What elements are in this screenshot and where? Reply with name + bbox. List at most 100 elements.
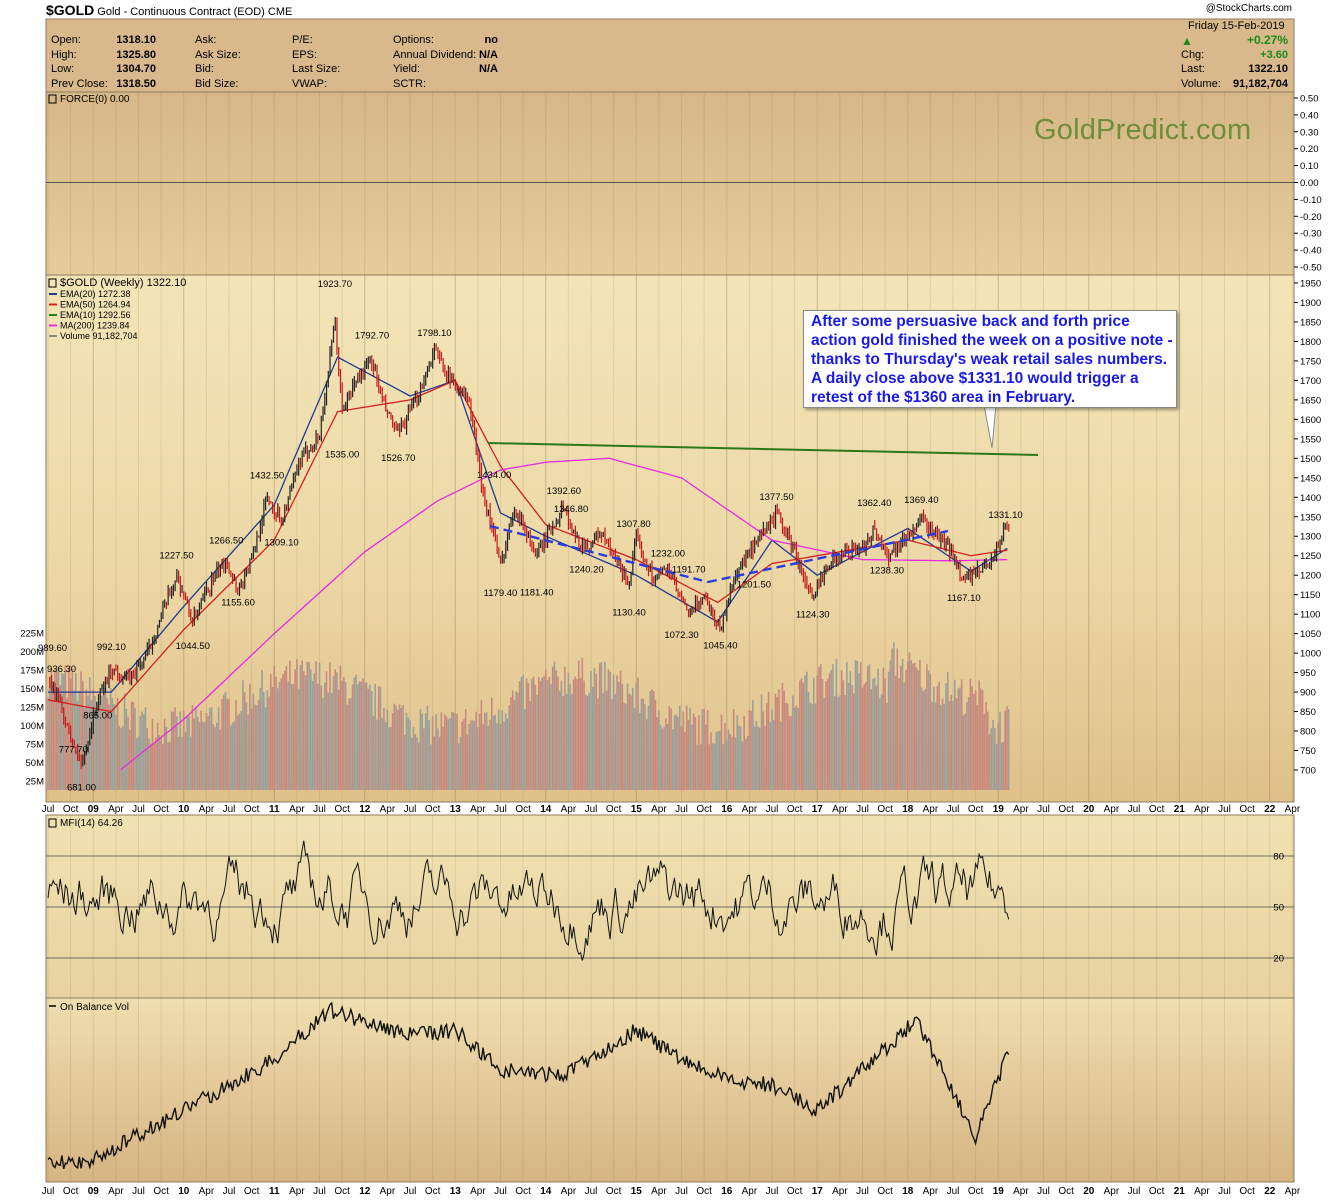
volume-bar: [222, 694, 225, 790]
volume-bar: [739, 726, 742, 790]
volume-bar: [886, 702, 888, 790]
last-value: 1322.10: [1248, 63, 1288, 75]
volume-bar: [494, 714, 497, 790]
volume-bar: [905, 669, 907, 790]
volume-tick-label: 175M: [20, 666, 44, 677]
x-tick-label: 09: [88, 1186, 100, 1197]
volume-bar: [350, 698, 352, 790]
volume-bar: [661, 728, 664, 790]
x-tick-label: Apr: [832, 804, 848, 815]
volume-bar: [866, 666, 869, 790]
volume-bar: [609, 671, 611, 790]
volume-bar: [879, 698, 881, 790]
volume-bar: [734, 737, 737, 790]
volume-bar: [555, 670, 557, 790]
volume-bar: [593, 668, 596, 790]
volume-bar: [745, 738, 747, 790]
volume-bar: [614, 693, 617, 790]
y-tick-label: 1500: [1300, 454, 1321, 465]
pivot-label: 1181.40: [520, 587, 554, 598]
volume-bar: [109, 688, 112, 790]
volume-bar: [706, 710, 709, 790]
x-tick-label: Jul: [1218, 1186, 1231, 1197]
volume-bar: [948, 701, 951, 790]
volume-bar: [750, 710, 752, 790]
volume-bar: [431, 716, 434, 790]
pivot-label: 1124.30: [796, 610, 830, 621]
pivot-label: 1798.10: [417, 328, 451, 339]
volume-bar: [341, 680, 343, 790]
volume-bar: [842, 680, 845, 790]
y-tick-label: 1300: [1300, 532, 1321, 543]
volume-bar: [249, 683, 251, 790]
volume-bar: [778, 689, 780, 790]
volume-bar: [981, 690, 984, 790]
y-tick-label: 1350: [1300, 512, 1321, 523]
volume-bar: [865, 681, 867, 790]
volume-bar: [729, 734, 732, 790]
volume-bar: [351, 684, 354, 790]
x-tick-label: Apr: [470, 804, 486, 815]
volume-bar: [214, 727, 216, 790]
volume-bar: [508, 705, 511, 790]
volume-bar: [727, 729, 730, 790]
pivot-label: 1432.50: [250, 471, 284, 482]
volume-bar: [322, 697, 324, 790]
volume-bar: [217, 707, 220, 790]
volume-bar: [529, 701, 531, 790]
support-line-left: [489, 524, 709, 584]
volume-bar: [806, 671, 808, 790]
y-tick-label: -0.10: [1300, 195, 1322, 206]
volume-bar: [449, 718, 451, 790]
volume-bar: [184, 731, 187, 790]
volume-bar: [327, 692, 330, 790]
volume-bar: [565, 693, 568, 790]
volume-bar: [913, 662, 916, 790]
prev-close-value: 1318.50: [116, 78, 156, 90]
legend-entry: EMA(10) 1292.56: [60, 310, 131, 320]
volume-bar: [409, 720, 411, 790]
low-label: Low:: [51, 63, 75, 75]
volume-bar: [790, 715, 792, 790]
volume-bar: [283, 670, 286, 790]
volume-bar: [783, 690, 785, 790]
x-tick-label: Jul: [132, 1186, 145, 1197]
mfi-axis: 80 50 20: [46, 852, 1294, 965]
volume-bar: [623, 702, 625, 790]
volume-tick-label: 125M: [20, 703, 44, 714]
volume-bar: [668, 706, 671, 790]
y-tick-label: 0.30: [1300, 127, 1319, 138]
volume-bar: [852, 693, 855, 790]
volume-bar: [569, 684, 571, 790]
options-label: Options:: [393, 34, 434, 46]
pivot-label: 1240.20: [569, 565, 603, 576]
mfi-title: MFI(14) 64.26: [60, 818, 123, 829]
volume-bar: [631, 687, 634, 790]
x-tick-label: Oct: [968, 1186, 984, 1197]
volume-bar: [149, 743, 152, 790]
volume-bar: [832, 664, 834, 790]
instrument-name: Gold - Continuous Contract (EOD): [97, 6, 265, 18]
volume-bar: [826, 679, 829, 790]
volume-bar: [551, 666, 554, 790]
x-tick-label: Oct: [787, 804, 803, 815]
x-tick-label: Jul: [313, 804, 326, 815]
volume-bar: [247, 714, 249, 790]
volume-bar: [980, 688, 982, 790]
volume-bar: [511, 690, 514, 790]
volume-bar: [323, 682, 326, 790]
volume-bar: [765, 703, 768, 790]
volume-bar: [445, 716, 448, 790]
volume-bar: [548, 676, 551, 790]
volume-bar: [621, 683, 624, 790]
pct-change: +0.27%: [1246, 33, 1288, 47]
volume-bar: [767, 691, 770, 790]
pivot-label: 1526.70: [381, 453, 415, 464]
volume-bar: [435, 714, 437, 790]
volume-bar: [456, 713, 458, 790]
open-value: 1318.10: [116, 34, 156, 46]
volume-bar: [306, 661, 309, 790]
pivot-label: 989.60: [38, 643, 67, 654]
force-title: FORCE(0) 0.00: [60, 94, 130, 105]
volume-bar: [517, 692, 519, 790]
